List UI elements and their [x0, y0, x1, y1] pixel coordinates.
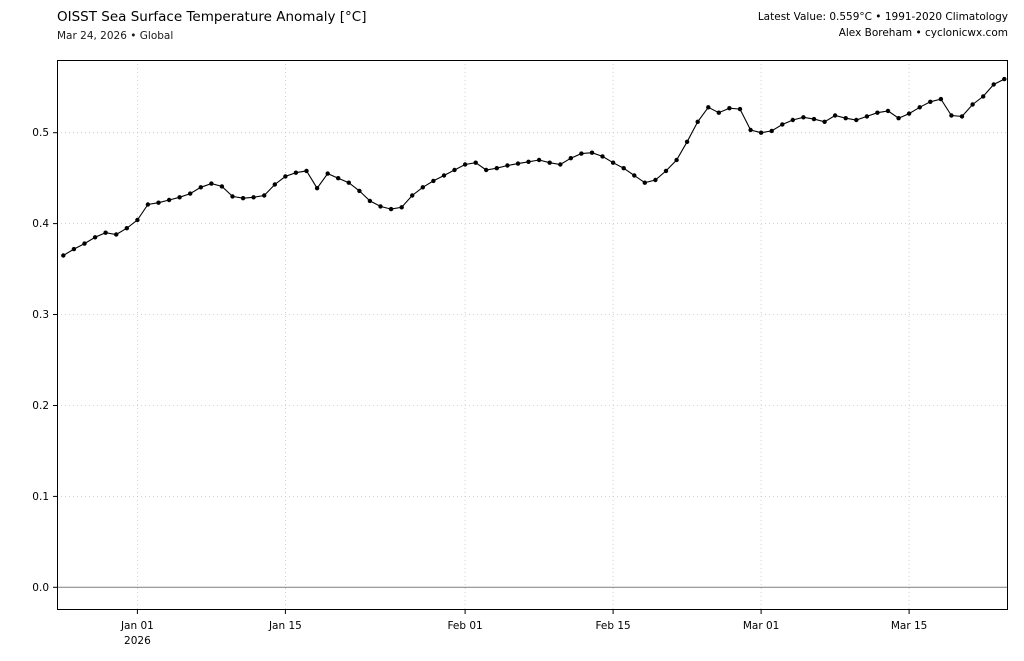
svg-text:Feb 15: Feb 15 — [595, 620, 630, 632]
svg-text:0.1: 0.1 — [32, 491, 49, 503]
svg-text:0.2: 0.2 — [32, 400, 49, 412]
svg-text:0.0: 0.0 — [32, 582, 49, 594]
author-credit-annotation: Alex Boreham • cyclonicwx.com — [838, 27, 1008, 39]
svg-text:0.4: 0.4 — [32, 218, 49, 230]
svg-text:0.5: 0.5 — [32, 127, 49, 139]
svg-text:Feb 01: Feb 01 — [447, 620, 482, 632]
chart-subtitle: Mar 24, 2026 • Global — [57, 30, 174, 42]
svg-text:2026: 2026 — [124, 635, 151, 647]
svg-text:Mar 01: Mar 01 — [743, 620, 780, 632]
svg-text:Jan 01: Jan 01 — [120, 620, 154, 632]
svg-text:Mar 15: Mar 15 — [891, 620, 928, 632]
svg-text:0.3: 0.3 — [32, 309, 49, 321]
latest-value-annotation: Latest Value: 0.559°C • 1991-2020 Climat… — [757, 11, 1008, 23]
chart-title: OISST Sea Surface Temperature Anomaly [°… — [57, 9, 367, 25]
svg-text:Jan 15: Jan 15 — [268, 620, 302, 632]
